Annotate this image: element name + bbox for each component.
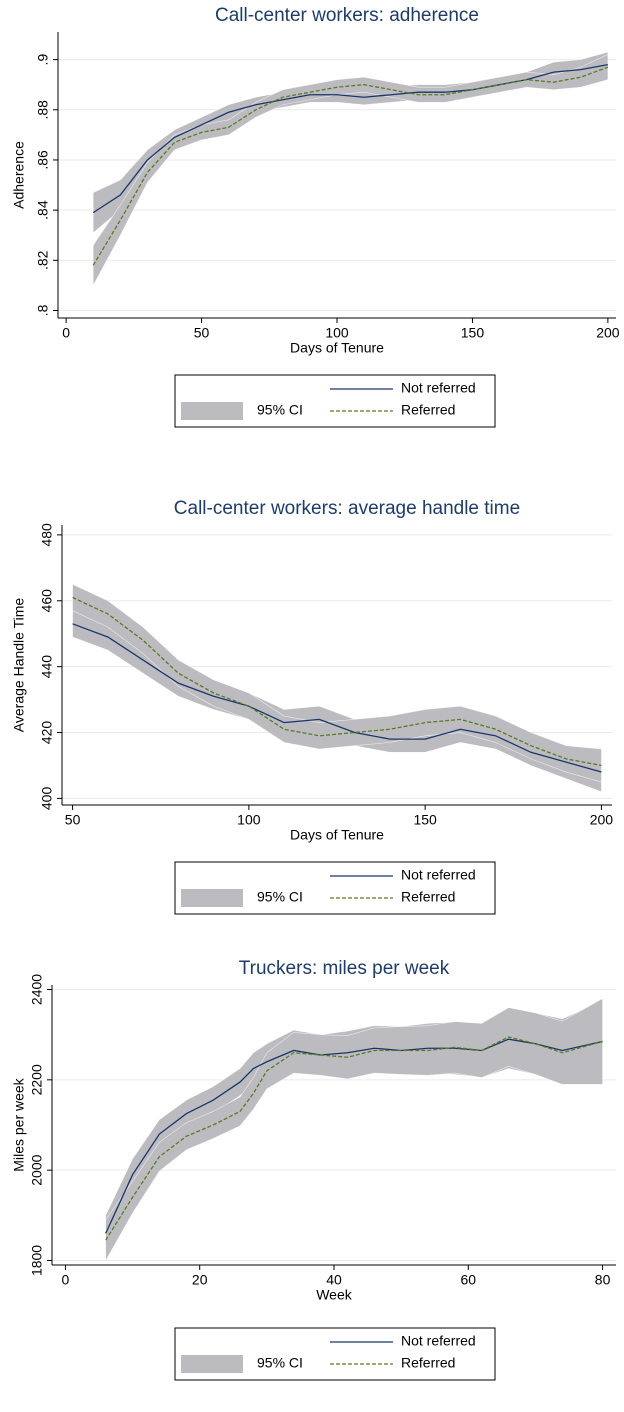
y-tick-label: .86 <box>35 150 51 170</box>
chart-title: Truckers: miles per week <box>239 958 450 979</box>
y-axis-label: Miles per week <box>11 1077 27 1171</box>
series-line <box>105 1038 603 1234</box>
x-tick-label: 50 <box>65 812 81 828</box>
x-tick-label: 150 <box>413 812 437 828</box>
series-line <box>92 63 608 214</box>
legend-ci-swatch <box>181 889 243 907</box>
y-tick-label: 2200 <box>29 1064 45 1095</box>
y-axis-label: Average Handle Time <box>11 598 27 733</box>
legend-label: Referred <box>401 889 455 905</box>
x-axis-label: Week <box>316 1287 353 1303</box>
x-tick-label: 20 <box>192 1272 208 1288</box>
series-line <box>105 1036 603 1241</box>
chart-panel: Call-center workers: adherence .8 .82 .84 .8… <box>11 5 620 428</box>
y-tick-label: 440 <box>39 655 55 679</box>
x-tick-label: 0 <box>62 1272 70 1288</box>
x-tick-label: 200 <box>590 812 614 828</box>
ci-band <box>92 54 609 286</box>
legend-label: Referred <box>401 1355 455 1371</box>
y-tick-label: .82 <box>35 250 51 270</box>
series-line <box>92 66 609 266</box>
y-tick-label: 460 <box>39 589 55 613</box>
legend-label: Not referred <box>401 380 476 396</box>
y-tick-label: 420 <box>39 721 55 745</box>
x-axis-label: Days of Tenure <box>290 827 384 843</box>
chart-title: Call-center workers: average handle time <box>174 498 520 519</box>
x-tick-label: 0 <box>62 325 70 341</box>
x-tick-label: 50 <box>194 325 210 341</box>
y-tick-label: .84 <box>35 200 51 220</box>
x-axis-label: Days of Tenure <box>290 340 384 356</box>
y-tick-label: 2400 <box>29 974 45 1005</box>
y-tick-label: .9 <box>35 54 51 66</box>
y-tick-label: .8 <box>35 304 51 316</box>
y-tick-label: 2000 <box>29 1154 45 1185</box>
legend-ci-swatch <box>181 1355 243 1373</box>
y-tick-label: 480 <box>39 523 55 547</box>
x-tick-label: 80 <box>595 1272 611 1288</box>
x-tick-label: 60 <box>460 1272 476 1288</box>
legend-ci-swatch <box>181 402 243 420</box>
x-tick-label: 40 <box>326 1272 342 1288</box>
ci-band <box>72 583 602 783</box>
legend-label: Not referred <box>401 867 476 883</box>
y-tick-label: 400 <box>39 787 55 811</box>
y-tick-label: .88 <box>35 100 51 120</box>
legend-ci-label: 95% CI <box>257 889 303 905</box>
ci-band <box>72 610 602 793</box>
legend-label: Not referred <box>401 1333 476 1349</box>
x-tick-label: 100 <box>325 325 349 341</box>
x-tick-label: 150 <box>461 325 485 341</box>
chart-title: Call-center workers: adherence <box>215 5 479 26</box>
y-axis-label: Adherence <box>11 141 27 209</box>
chart-panel: Call-center workers: average handle time… <box>11 498 614 915</box>
chart-panel: Truckers: miles per week 1800 2000 2200 2400… <box>11 958 616 1381</box>
x-tick-label: 200 <box>596 325 620 341</box>
legend-ci-label: 95% CI <box>257 1355 303 1371</box>
y-tick-label: 1800 <box>29 1245 45 1276</box>
legend-label: Referred <box>401 402 455 418</box>
x-tick-label: 100 <box>237 812 261 828</box>
series-line <box>72 623 602 773</box>
ci-band <box>105 998 603 1262</box>
legend-ci-label: 95% CI <box>257 402 303 418</box>
